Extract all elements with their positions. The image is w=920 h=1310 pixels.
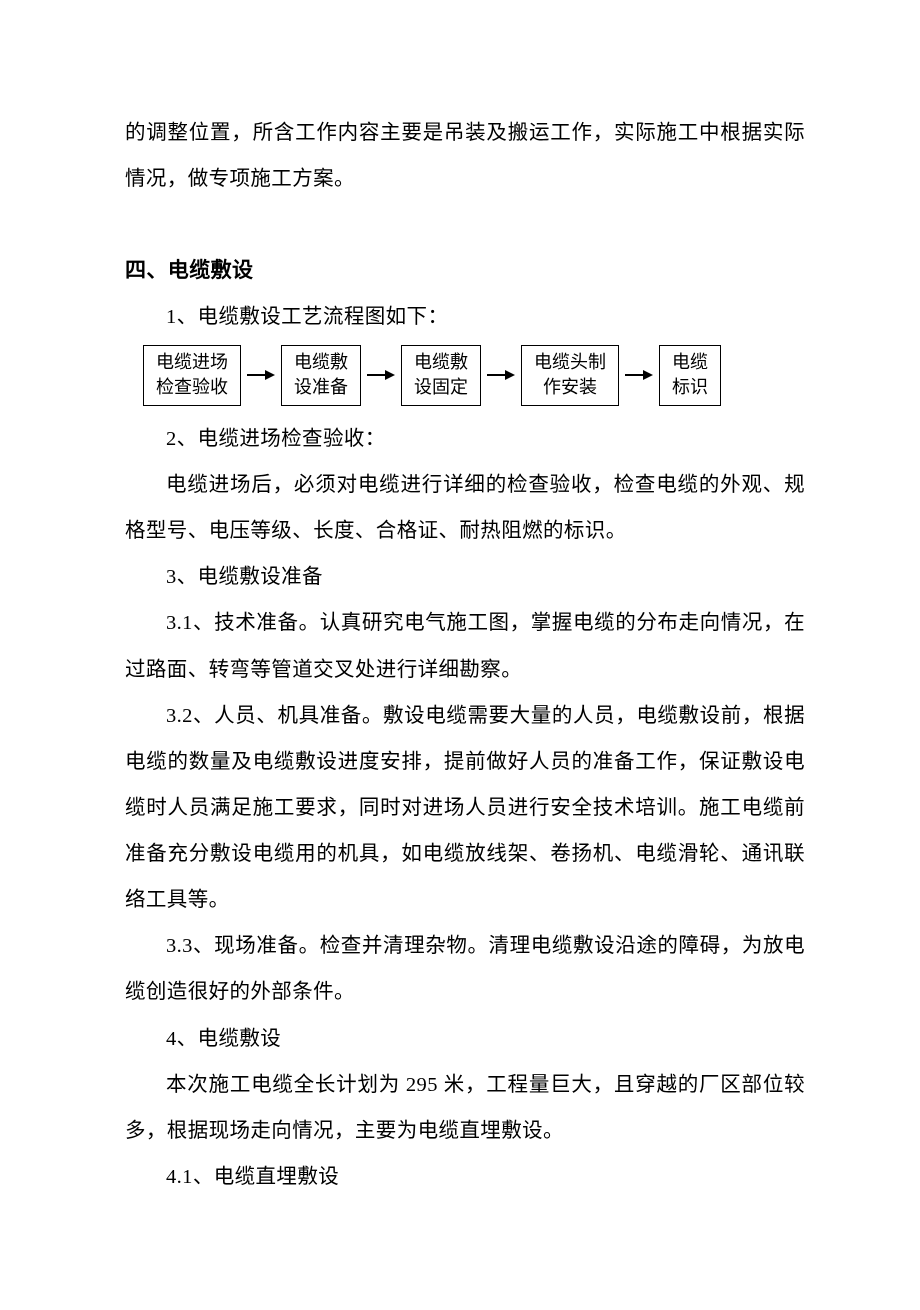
- document-page: 的调整位置，所含工作内容主要是吊装及搬运工作，实际施工中根据实际情况，做专项施工…: [0, 0, 920, 1310]
- flow-node-5-line2: 标识: [672, 375, 708, 400]
- flow-node-4: 电缆头制 作安装: [521, 345, 619, 406]
- flow-arrow-4: [625, 368, 653, 382]
- item-3-1: 3.1、技术准备。认真研究电气施工图，掌握电缆的分布走向情况，在过路面、转弯等管…: [125, 600, 805, 692]
- intro-paragraph: 的调整位置，所含工作内容主要是吊装及搬运工作，实际施工中根据实际情况，做专项施工…: [125, 110, 805, 202]
- item-1-title: 1、电缆敷设工艺流程图如下：: [125, 294, 805, 340]
- flow-node-4-line2: 作安装: [543, 375, 597, 400]
- flow-node-2-line2: 设准备: [294, 375, 348, 400]
- item-4-title: 4、电缆敷设: [125, 1016, 805, 1062]
- flow-node-2: 电缆敷 设准备: [281, 345, 361, 406]
- flowchart: 电缆进场 检查验收 电缆敷 设准备 电缆敷 设固定 电缆头制 作安装 电缆: [143, 345, 805, 406]
- section-4-heading: 四、电缆敷设: [125, 248, 805, 294]
- flow-arrow-2: [367, 368, 395, 382]
- item-4-body: 本次施工电缆全长计划为 295 米，工程量巨大，且穿越的厂区部位较多，根据现场走…: [125, 1062, 805, 1154]
- item-2-title: 2、电缆进场检查验收：: [125, 416, 805, 462]
- flow-node-3-line1: 电缆敷: [414, 350, 468, 375]
- flow-node-1-line1: 电缆进场: [156, 350, 228, 375]
- item-3-2: 3.2、人员、机具准备。敷设电缆需要大量的人员，电缆敷设前，根据电缆的数量及电缆…: [125, 693, 805, 924]
- flow-node-4-line1: 电缆头制: [534, 350, 606, 375]
- flow-node-1: 电缆进场 检查验收: [143, 345, 241, 406]
- flow-node-3-line2: 设固定: [414, 375, 468, 400]
- item-3-title: 3、电缆敷设准备: [125, 554, 805, 600]
- flow-arrow-1: [247, 368, 275, 382]
- flow-node-5-line1: 电缆: [672, 350, 708, 375]
- flow-arrow-3: [487, 368, 515, 382]
- section-gap: [125, 202, 805, 248]
- flow-node-5: 电缆 标识: [659, 345, 721, 406]
- flow-node-1-line2: 检查验收: [156, 375, 228, 400]
- item-4-1: 4.1、电缆直埋敷设: [125, 1154, 805, 1200]
- flow-node-2-line1: 电缆敷: [294, 350, 348, 375]
- item-3-3: 3.3、现场准备。检查并清理杂物。清理电缆敷设沿途的障碍，为放电缆创造很好的外部…: [125, 923, 805, 1015]
- flow-node-3: 电缆敷 设固定: [401, 345, 481, 406]
- item-2-body: 电缆进场后，必须对电缆进行详细的检查验收，检查电缆的外观、规格型号、电压等级、长…: [125, 462, 805, 554]
